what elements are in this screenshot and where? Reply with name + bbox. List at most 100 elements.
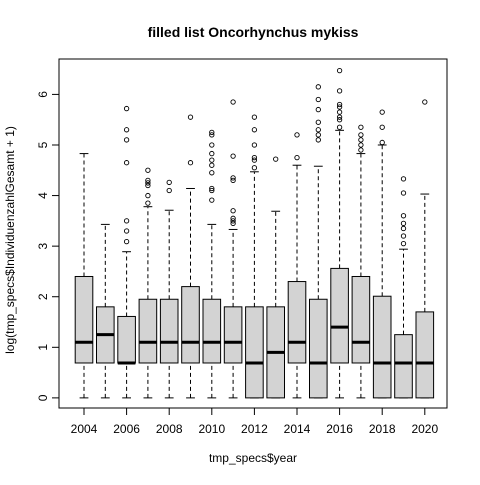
x-tick-label: 2006 [113, 422, 140, 436]
outlier-point [379, 124, 385, 130]
x-tick-label: 2008 [156, 422, 183, 436]
outlier-point [145, 177, 151, 184]
x-tick-label: 2020 [411, 422, 438, 436]
outlier-point [315, 137, 321, 143]
outlier-point [209, 187, 215, 194]
outlier-point [315, 96, 321, 103]
outlier-point [187, 160, 194, 166]
box-iqr [159, 298, 179, 364]
outlier-point [209, 150, 215, 157]
outlier-point [145, 180, 151, 186]
outlier-point [166, 179, 172, 186]
outlier-point [123, 228, 130, 234]
outlier-point [315, 119, 321, 125]
x-tick-label: 2018 [369, 422, 396, 436]
outlier-point [336, 114, 343, 120]
box-2011 [223, 99, 243, 399]
x-tick-label: 2004 [71, 422, 98, 436]
box-2020 [415, 99, 435, 399]
outlier-point [400, 213, 407, 219]
box-2006 [117, 105, 136, 399]
outlier-point [315, 132, 321, 138]
outlier-point [422, 99, 428, 105]
y-tick-label: 1 [36, 344, 50, 351]
box-iqr [223, 306, 243, 364]
boxes-layer [74, 67, 435, 399]
outlier-point [358, 132, 364, 138]
outlier-point [123, 137, 130, 143]
outlier-point [315, 127, 321, 133]
y-tick-label: 6 [36, 91, 50, 98]
outlier-point [315, 106, 321, 113]
box-2009 [181, 114, 200, 399]
outlier-point [358, 137, 364, 143]
box-iqr [74, 275, 94, 364]
outlier-point [209, 129, 215, 135]
box-iqr [351, 275, 371, 364]
y-tick-label: 2 [36, 293, 50, 300]
outlier-point [400, 233, 407, 239]
outlier-point [230, 153, 236, 159]
outlier-point [400, 240, 407, 247]
outlier-point [336, 117, 343, 123]
box-iqr [202, 298, 222, 364]
outlier-point [123, 238, 130, 245]
outlier-point [336, 67, 343, 74]
outlier-point [336, 109, 343, 115]
box-2019 [394, 176, 413, 399]
outlier-point [251, 154, 258, 161]
outlier-point [209, 185, 215, 192]
box-2016 [330, 67, 349, 399]
outlier-point [358, 142, 364, 148]
y-tick-label: 5 [36, 141, 50, 148]
y-tick-label: 0 [36, 394, 50, 401]
outlier-point [294, 154, 300, 161]
box-2017 [351, 124, 371, 399]
x-axis: 2004 2006 2008 2010 2012 2014 2016 2018 2020 [71, 407, 438, 436]
outlier-point [230, 215, 236, 221]
x-tick-label: 2014 [284, 422, 311, 436]
box-iqr [394, 334, 413, 399]
outlier-point [230, 220, 236, 227]
outlier-point [230, 218, 236, 224]
box-2004 [74, 153, 94, 399]
outlier-point [336, 88, 343, 94]
outlier-point [400, 225, 407, 232]
y-tick-label: 3 [36, 242, 50, 249]
outlier-point [400, 190, 407, 196]
outlier-point [209, 162, 215, 168]
outlier-point [251, 114, 258, 120]
box-2012 [245, 114, 264, 399]
y-tick-label: 4 [36, 192, 50, 199]
outlier-point [123, 218, 130, 224]
outlier-point [230, 208, 236, 214]
box-2018 [372, 109, 392, 399]
outlier-point [315, 84, 321, 90]
y-axis: 0 1 2 3 4 5 6 [36, 91, 60, 401]
outlier-point [251, 127, 258, 133]
box-2008 [159, 179, 179, 399]
outlier-point [273, 156, 279, 162]
outlier-point [209, 170, 215, 176]
outlier-point [123, 105, 130, 112]
outlier-point [145, 167, 151, 173]
outlier-point [400, 176, 407, 182]
box-iqr [287, 281, 307, 364]
box-2015 [309, 84, 328, 399]
outlier-point [400, 220, 407, 227]
outlier-point [251, 157, 258, 163]
box-iqr [372, 295, 392, 399]
box-iqr [309, 298, 328, 399]
box-2005 [96, 223, 115, 399]
box-iqr [415, 311, 435, 399]
outlier-point [336, 104, 343, 110]
outlier-point [209, 197, 215, 203]
box-iqr [330, 267, 349, 364]
outlier-point [145, 192, 151, 199]
outlier-point [209, 142, 215, 148]
outlier-point [379, 139, 385, 146]
box-2010 [202, 129, 222, 399]
outlier-point [230, 177, 236, 184]
